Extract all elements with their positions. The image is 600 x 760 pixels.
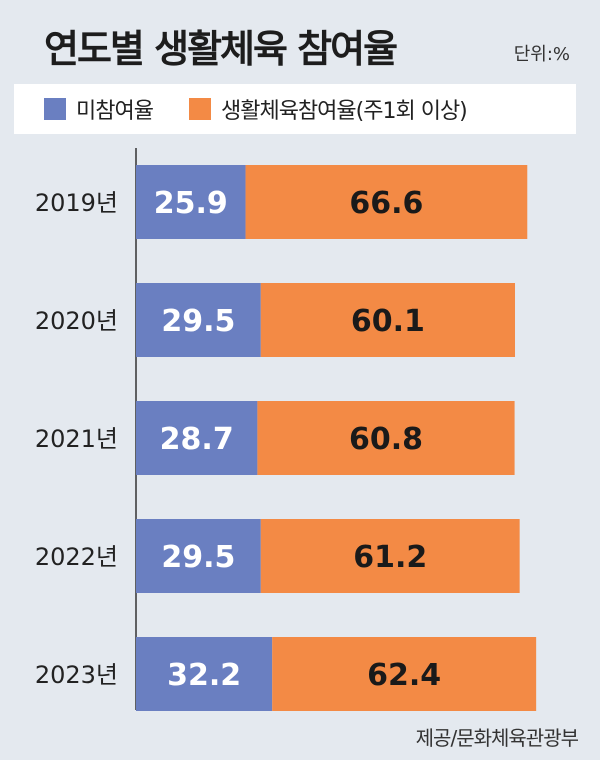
legend-swatch-participation xyxy=(188,98,211,120)
bar-non-participation xyxy=(136,637,273,711)
unit-label: 단위:% xyxy=(513,44,570,65)
data-label: 28.7 xyxy=(160,422,234,457)
category-label: 2023년 xyxy=(35,661,118,689)
data-label: 61.2 xyxy=(353,540,427,575)
bar-participation xyxy=(260,519,520,593)
legend-item-participation: 생활체육참여율(주1회 이상) xyxy=(188,93,468,125)
bar-non-participation xyxy=(136,519,261,593)
category-label: 2019년 xyxy=(35,189,118,217)
bar-participation xyxy=(245,165,528,239)
data-label: 62.4 xyxy=(367,658,441,693)
category-label: 2020년 xyxy=(35,307,118,335)
category-label: 2022년 xyxy=(35,543,118,571)
bar-non-participation xyxy=(136,165,246,239)
category-label: 2021년 xyxy=(35,425,118,453)
source-credit: 제공/문화체육관광부 xyxy=(415,726,579,750)
legend: 미참여율 생활체육참여율(주1회 이상) xyxy=(14,84,576,134)
legend-swatch-non-participation xyxy=(44,98,66,120)
data-label: 60.8 xyxy=(349,422,423,457)
data-label: 60.1 xyxy=(351,304,425,339)
data-label: 25.9 xyxy=(154,186,228,221)
bar-non-participation xyxy=(136,283,261,357)
bar-participation xyxy=(260,283,516,357)
legend-label-non-participation: 미참여율 xyxy=(76,99,154,124)
bar-participation xyxy=(272,637,537,711)
bar-non-participation xyxy=(136,401,258,475)
data-label: 29.5 xyxy=(161,304,235,339)
legend-label-participation: 생활체육참여율(주1회 이상) xyxy=(220,99,468,124)
chart-title: 연도별 생활체육 참여율 xyxy=(44,27,398,71)
data-label: 29.5 xyxy=(161,540,235,575)
bar-participation xyxy=(257,401,515,475)
data-label: 66.6 xyxy=(349,186,423,221)
legend-item-non-participation: 미참여율 xyxy=(44,93,154,125)
data-label: 32.2 xyxy=(167,658,241,693)
